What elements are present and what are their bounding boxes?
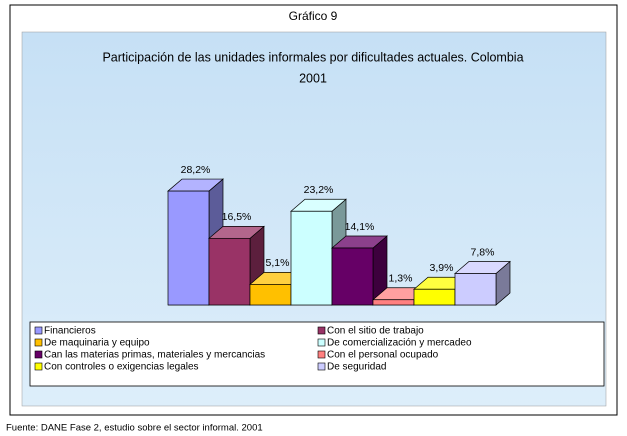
chart-title: Gráfico 9 (289, 9, 338, 23)
legend-swatch (34, 350, 43, 359)
legend-swatch (317, 362, 326, 371)
legend-swatch (317, 350, 326, 359)
legend-swatch (317, 338, 326, 347)
data-label: 28,2% (181, 164, 211, 176)
data-label: 7,8% (471, 246, 495, 258)
chart-subtitle: Participación de las unidades informales… (102, 50, 523, 64)
legend-box (29, 321, 605, 387)
legend-label: Financieros (44, 326, 96, 337)
data-label: 3,9% (430, 262, 454, 274)
legend-label: Con el personal ocupado (327, 350, 439, 361)
bar (249, 284, 292, 306)
data-label: 5,1% (266, 257, 290, 269)
bar (372, 299, 415, 306)
data-label: 14,1% (345, 221, 375, 233)
source-note: Fuente: DANE Fase 2, estudio sobre el se… (6, 423, 263, 434)
data-label: 1,3% (389, 273, 413, 285)
bar (290, 210, 333, 306)
bar (208, 237, 251, 306)
legend-label: Can las materias primas, materiales y me… (44, 350, 265, 361)
legend-label: De seguridad (327, 362, 386, 373)
legend-swatch (34, 326, 43, 335)
chart-subtitle: 2001 (299, 71, 327, 85)
bar (454, 273, 497, 306)
legend-label: De comercialización y mercadeo (327, 338, 472, 349)
legend-swatch (34, 362, 43, 371)
data-label: 23,2% (304, 184, 334, 196)
legend-label: Con el sitio de trabajo (327, 326, 424, 337)
data-label: 16,5% (222, 211, 252, 223)
legend-label: De maquinaria y equipo (44, 338, 150, 349)
legend-swatch (34, 338, 43, 347)
bar (167, 190, 210, 306)
legend-swatch (317, 326, 326, 335)
legend-label: Con controles o exigencias legales (44, 362, 199, 373)
bar (331, 247, 374, 306)
bar (413, 288, 456, 306)
